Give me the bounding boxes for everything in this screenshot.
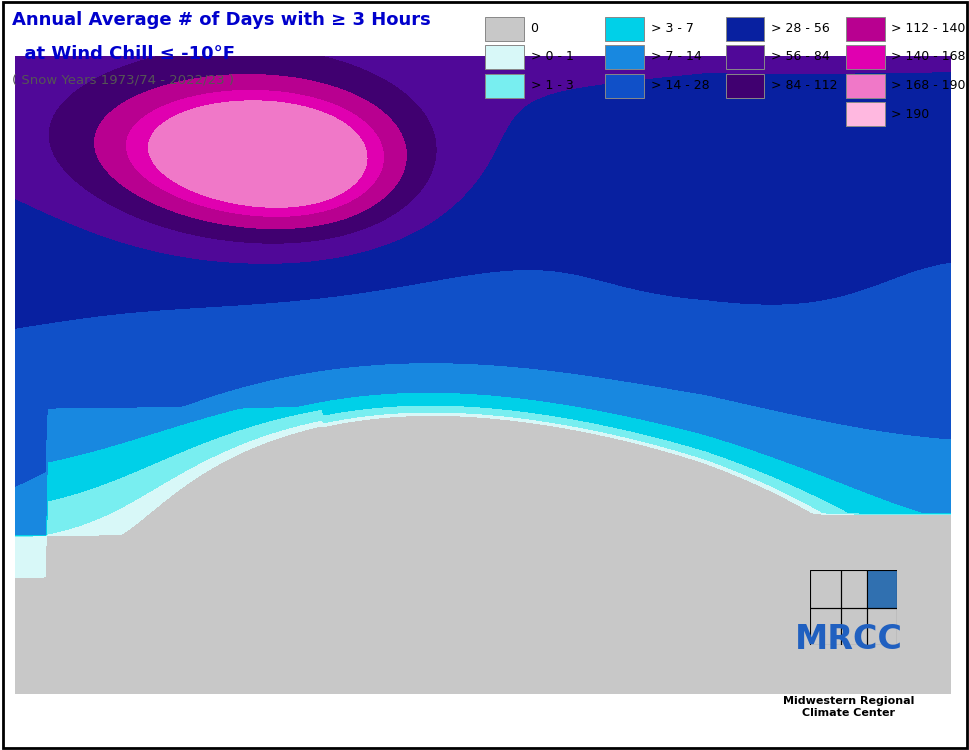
Bar [809,570,839,608]
Text: 0: 0 [530,22,538,35]
Text: > 1 - 3: > 1 - 3 [530,79,573,92]
Text: > 7 - 14: > 7 - 14 [650,50,701,64]
Text: > 84 - 112: > 84 - 112 [770,79,837,92]
Text: Annual Average # of Days with ≥ 3 Hours: Annual Average # of Days with ≥ 3 Hours [12,11,430,29]
Text: MRCC: MRCC [794,623,902,656]
Bar [865,570,896,608]
Text: at Wind Chill ≤ -10°F: at Wind Chill ≤ -10°F [12,45,234,63]
Text: > 190: > 190 [891,107,928,121]
Bar [839,570,866,608]
Bar [865,608,896,645]
Text: > 112 - 140: > 112 - 140 [891,22,965,35]
Bar [809,608,839,645]
Text: ( Snow Years 1973/74 - 2022/23 ): ( Snow Years 1973/74 - 2022/23 ) [12,74,234,86]
Text: Midwestern Regional
Climate Center: Midwestern Regional Climate Center [782,696,914,718]
Text: > 0 - 1: > 0 - 1 [530,50,573,64]
Bar [839,608,866,645]
Text: > 56 - 84: > 56 - 84 [770,50,829,64]
Text: > 3 - 7: > 3 - 7 [650,22,693,35]
Text: > 140 - 168: > 140 - 168 [891,50,965,64]
Text: > 28 - 56: > 28 - 56 [770,22,829,35]
Text: > 168 - 190: > 168 - 190 [891,79,965,92]
Text: > 14 - 28: > 14 - 28 [650,79,708,92]
